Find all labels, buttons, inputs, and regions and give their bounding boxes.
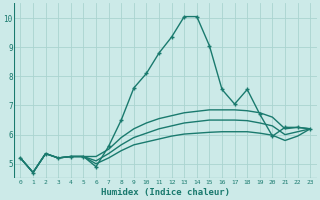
- X-axis label: Humidex (Indice chaleur): Humidex (Indice chaleur): [101, 188, 230, 197]
